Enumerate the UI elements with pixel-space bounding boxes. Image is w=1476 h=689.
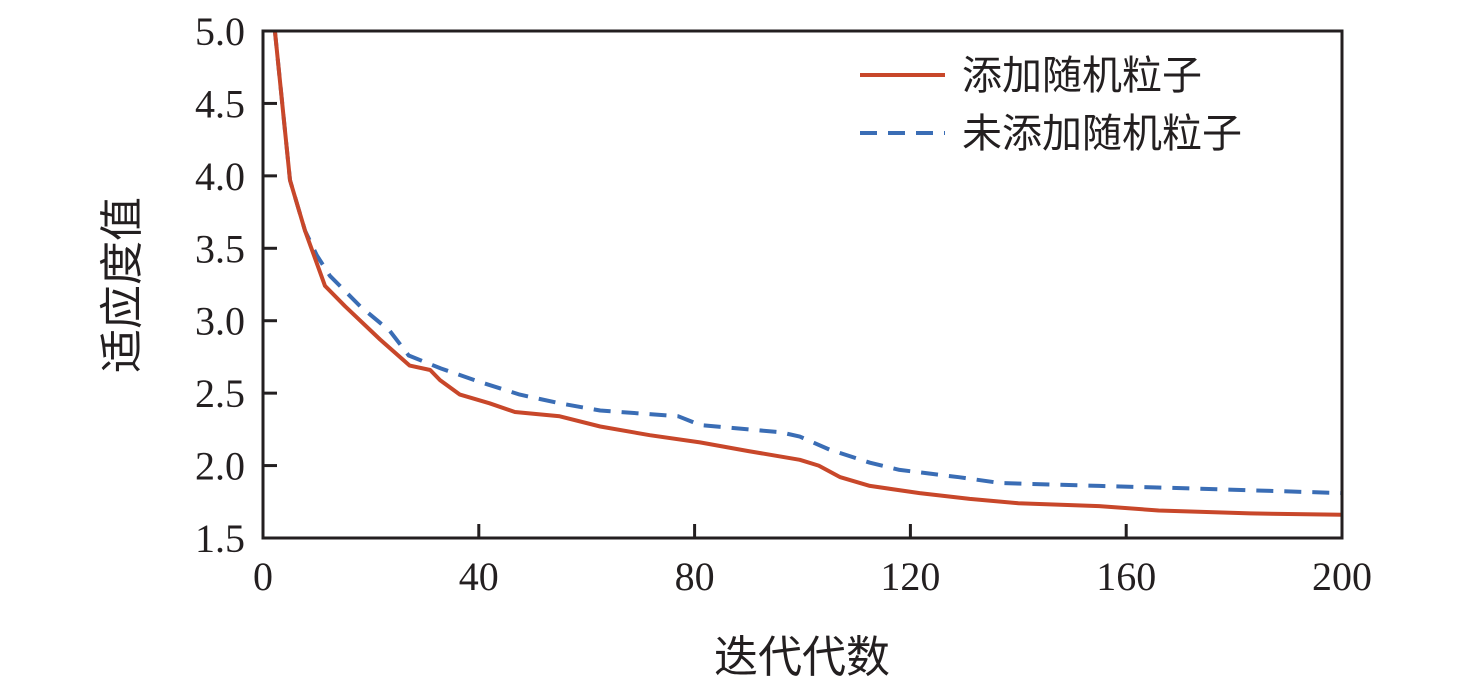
y-tick-label: 3.0 [195, 299, 245, 344]
x-tick-label: 120 [880, 554, 940, 599]
series-layer [272, 30, 1343, 517]
series-line-2 [272, 30, 1343, 496]
y-tick-label: 5.0 [195, 9, 245, 54]
legend-label-series-2: 未添加随机粒子 [962, 111, 1242, 156]
y-axis-title: 适应度值 [98, 197, 147, 373]
x-axis-title: 迭代代数 [714, 633, 890, 682]
plot-frame [261, 29, 1344, 540]
series-line-1 [272, 30, 1343, 517]
x-tick-label: 80 [675, 554, 715, 599]
y-tick-label: 2.0 [195, 444, 245, 489]
y-tick-label: 3.5 [195, 226, 245, 271]
y-tick-label: 2.5 [195, 371, 245, 416]
x-tick-label: 160 [1096, 554, 1156, 599]
x-tick-label: 200 [1312, 554, 1372, 599]
legend-label-series-1: 添加随机粒子 [962, 53, 1202, 98]
legend: 添加随机粒子 未添加随机粒子 [860, 53, 1242, 156]
ticks-layer: 0 40 80 120 160 200 1.5 2.0 2.5 3.0 3.5 4.0 4.5 5.0 [195, 9, 1372, 599]
x-tick-label: 40 [459, 554, 499, 599]
y-tick-label: 4.0 [195, 154, 245, 199]
y-tick-label: 1.5 [195, 516, 245, 561]
x-tick-label: 0 [253, 554, 273, 599]
y-tick-label: 4.5 [195, 81, 245, 126]
